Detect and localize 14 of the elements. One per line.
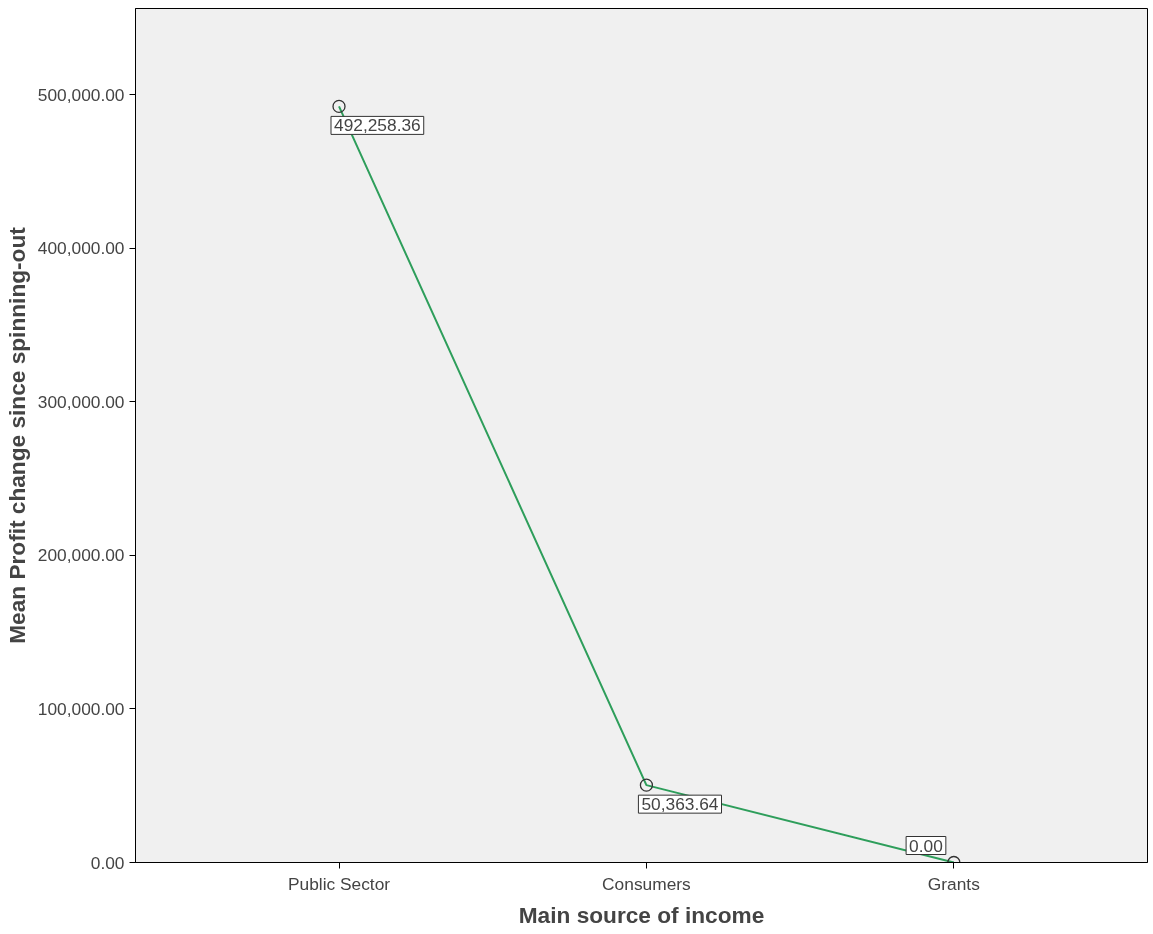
y-tick-label: 300,000.00 — [37, 391, 125, 412]
x-tick-label: Grants — [927, 873, 981, 894]
y-tick-label: 100,000.00 — [37, 698, 125, 719]
data-label: 50,363.64 — [641, 794, 719, 815]
y-tick-label: 0.00 — [90, 852, 125, 873]
data-label: 0.00 — [909, 835, 943, 856]
y-tick-label: 500,000.00 — [37, 84, 125, 105]
y-tick-label: 400,000.00 — [37, 238, 125, 259]
x-tick-label: Consumers — [602, 873, 692, 894]
y-tick-label: 200,000.00 — [37, 545, 125, 566]
y-axis-title: Mean Profit change since spinning-out — [3, 226, 30, 644]
x-tick-label: Public Sector — [287, 873, 391, 894]
x-axis-title: Main source of income — [518, 901, 765, 928]
data-label: 492,258.36 — [334, 115, 421, 136]
